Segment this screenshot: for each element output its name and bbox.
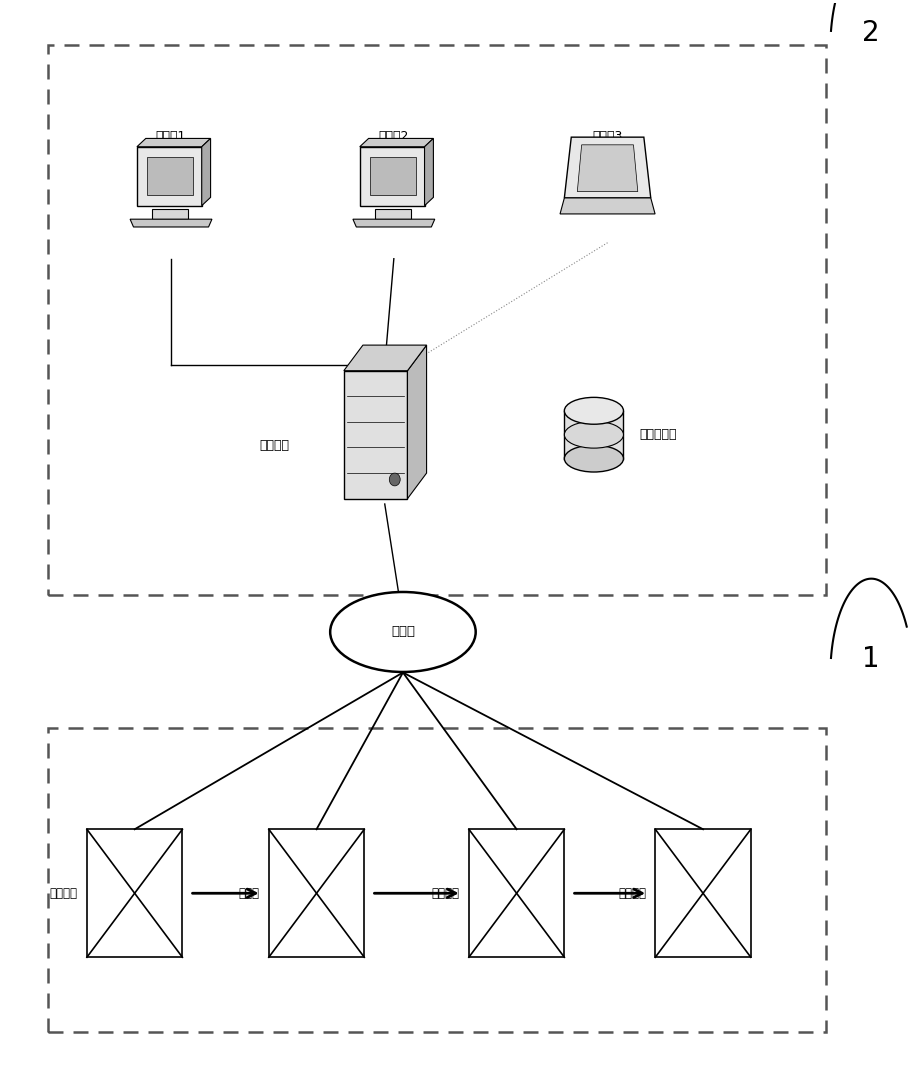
Ellipse shape [565, 421, 623, 448]
Ellipse shape [565, 398, 623, 425]
Polygon shape [130, 219, 212, 227]
Text: 客户端1: 客户端1 [156, 130, 187, 143]
Ellipse shape [565, 445, 623, 472]
Text: 服务器端: 服务器端 [259, 438, 289, 452]
Circle shape [389, 473, 400, 486]
Text: 2: 2 [863, 18, 880, 47]
Polygon shape [137, 147, 201, 206]
Polygon shape [425, 138, 434, 206]
Ellipse shape [330, 592, 476, 672]
Polygon shape [560, 198, 655, 214]
Polygon shape [360, 147, 425, 206]
Polygon shape [201, 138, 210, 206]
Text: 光开关: 光开关 [239, 887, 260, 899]
Polygon shape [375, 209, 411, 219]
Polygon shape [407, 345, 426, 498]
Polygon shape [353, 219, 435, 227]
Text: 客户端2: 客户端2 [379, 130, 409, 143]
Text: 路由器: 路由器 [391, 625, 414, 639]
Text: 光放大器: 光放大器 [432, 887, 459, 899]
Polygon shape [565, 137, 651, 198]
Polygon shape [565, 411, 623, 459]
Text: 1: 1 [863, 644, 880, 672]
Polygon shape [370, 158, 415, 195]
Polygon shape [360, 138, 434, 147]
Polygon shape [137, 138, 210, 147]
Text: 数据库系统: 数据库系统 [640, 428, 677, 442]
Polygon shape [152, 209, 188, 219]
Polygon shape [147, 158, 193, 195]
Polygon shape [344, 371, 407, 498]
Text: 光发射机: 光发射机 [49, 887, 78, 899]
Polygon shape [577, 145, 638, 192]
Text: 光接收机: 光接收机 [619, 887, 646, 899]
Text: 客户端3: 客户端3 [592, 130, 623, 143]
Polygon shape [344, 345, 426, 371]
